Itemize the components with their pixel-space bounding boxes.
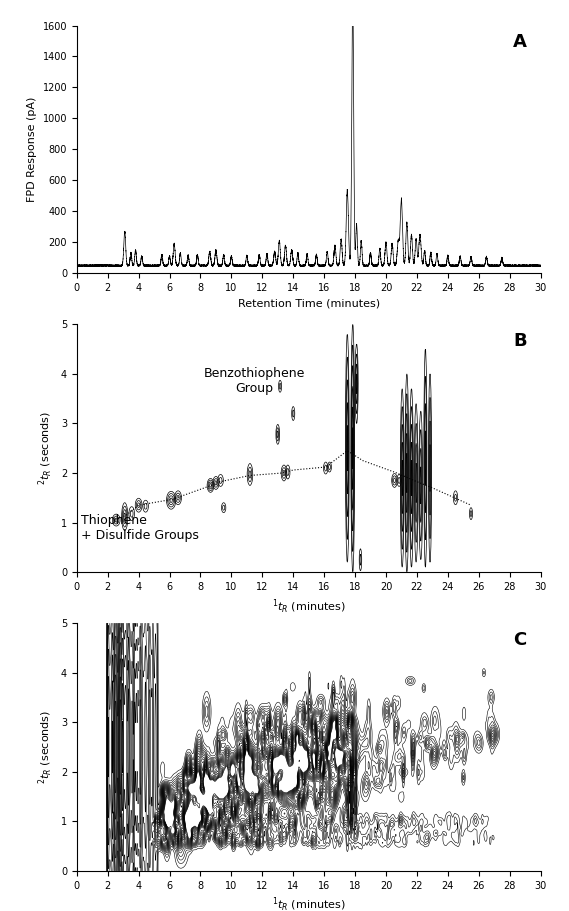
Y-axis label: FPD Response (pA): FPD Response (pA) bbox=[27, 97, 37, 202]
Text: Thiophene
+ Disulfide Groups: Thiophene + Disulfide Groups bbox=[81, 514, 199, 541]
Y-axis label: $^{2}t_{R}$ (seconds): $^{2}t_{R}$ (seconds) bbox=[37, 411, 55, 486]
X-axis label: $^{1}t_{R}$ (minutes): $^{1}t_{R}$ (minutes) bbox=[272, 896, 345, 911]
Text: C: C bbox=[513, 630, 527, 649]
Text: B: B bbox=[513, 332, 527, 350]
Y-axis label: $^{2}t_{R}$ (seconds): $^{2}t_{R}$ (seconds) bbox=[37, 710, 55, 784]
Text: Benzothiophene
Group: Benzothiophene Group bbox=[204, 367, 305, 395]
X-axis label: Retention Time (minutes): Retention Time (minutes) bbox=[238, 299, 380, 309]
X-axis label: $^{1}t_{R}$ (minutes): $^{1}t_{R}$ (minutes) bbox=[272, 598, 345, 616]
Text: A: A bbox=[513, 33, 527, 51]
